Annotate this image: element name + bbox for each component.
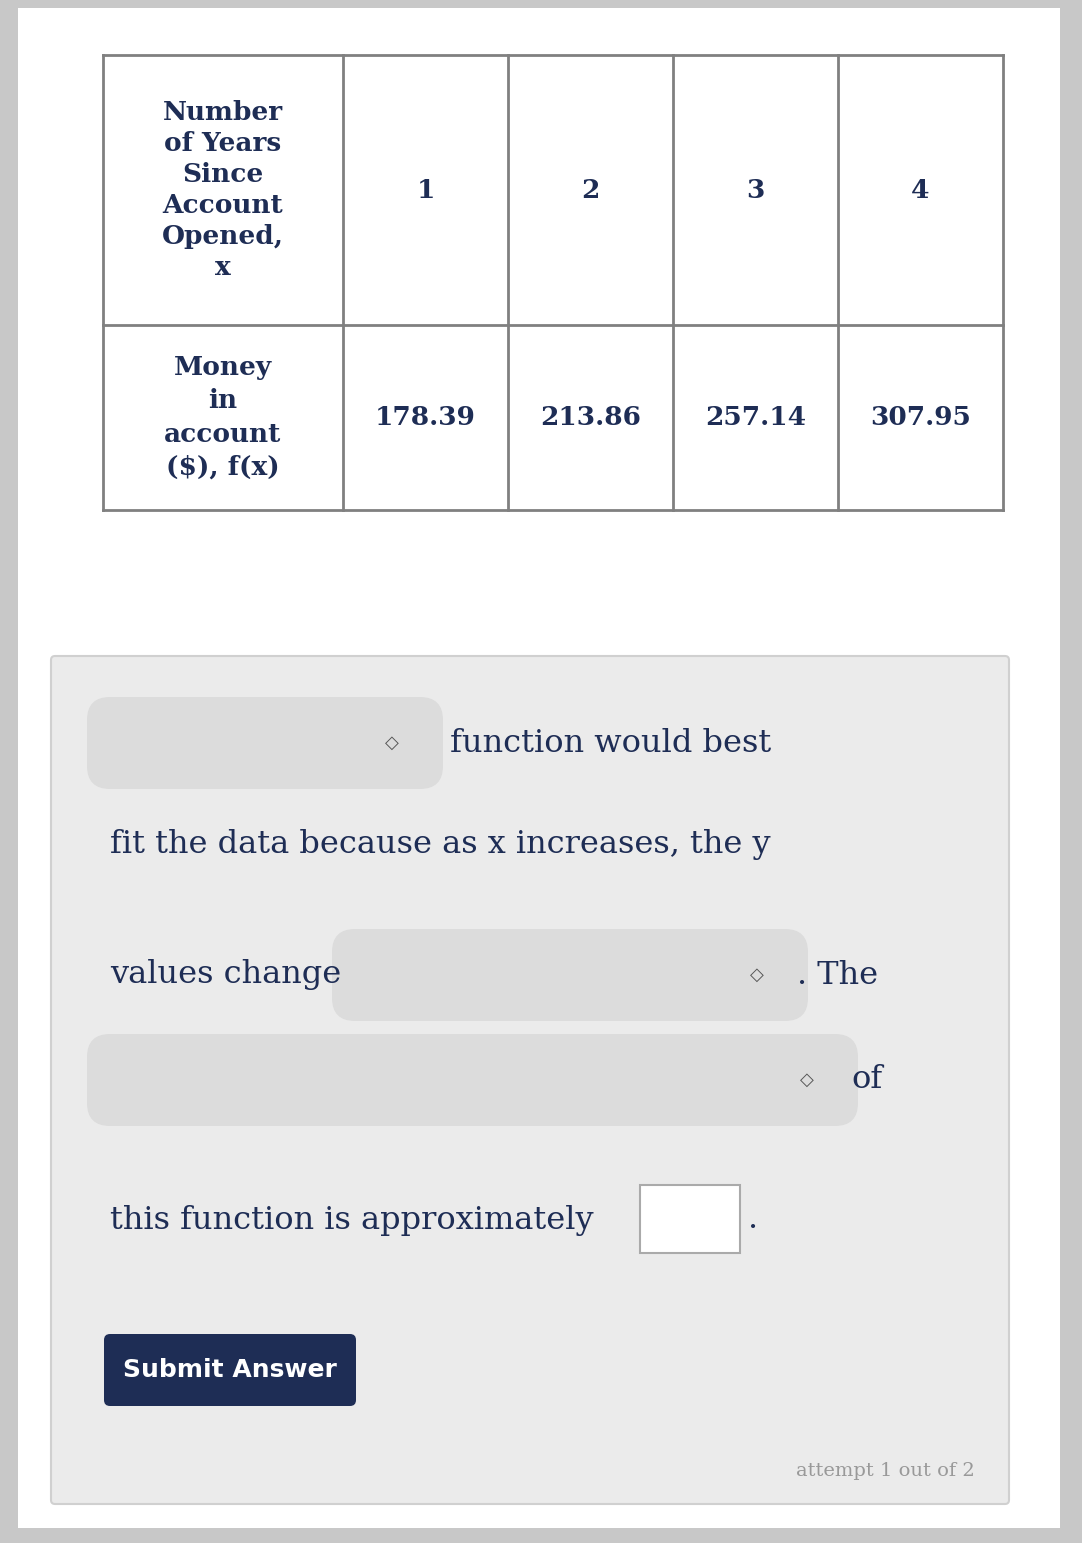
Text: this function is approximately: this function is approximately (110, 1205, 594, 1236)
FancyBboxPatch shape (87, 697, 443, 788)
Bar (103, 56, 1003, 511)
Text: ◇: ◇ (750, 966, 764, 984)
Text: function would best: function would best (440, 727, 771, 759)
Text: ◇: ◇ (800, 1071, 814, 1089)
Text: attempt 1 out of 2: attempt 1 out of 2 (796, 1463, 975, 1480)
Text: fit the data because as x increases, the y: fit the data because as x increases, the… (110, 830, 770, 861)
Text: Number
of Years
Since
Account
Opened,
x: Number of Years Since Account Opened, x (162, 100, 283, 279)
FancyBboxPatch shape (332, 929, 808, 1021)
Text: ◇: ◇ (385, 734, 399, 751)
FancyBboxPatch shape (18, 8, 1060, 1528)
Text: 2: 2 (581, 177, 599, 202)
Text: Money
in
account
($), f(x): Money in account ($), f(x) (164, 355, 281, 480)
Text: values change: values change (110, 960, 341, 991)
FancyBboxPatch shape (87, 1034, 858, 1126)
FancyBboxPatch shape (639, 1185, 740, 1253)
Text: . The: . The (797, 960, 879, 991)
Text: 178.39: 178.39 (375, 404, 476, 430)
FancyBboxPatch shape (51, 656, 1010, 1504)
Text: 257.14: 257.14 (705, 404, 806, 430)
Text: of: of (852, 1065, 882, 1096)
Text: Submit Answer: Submit Answer (123, 1358, 337, 1383)
Text: 4: 4 (911, 177, 929, 202)
Text: 213.86: 213.86 (540, 404, 641, 430)
Text: 307.95: 307.95 (870, 404, 971, 430)
FancyBboxPatch shape (104, 1335, 356, 1406)
Text: .: . (748, 1205, 758, 1236)
Text: 3: 3 (747, 177, 765, 202)
Text: 1: 1 (417, 177, 435, 202)
